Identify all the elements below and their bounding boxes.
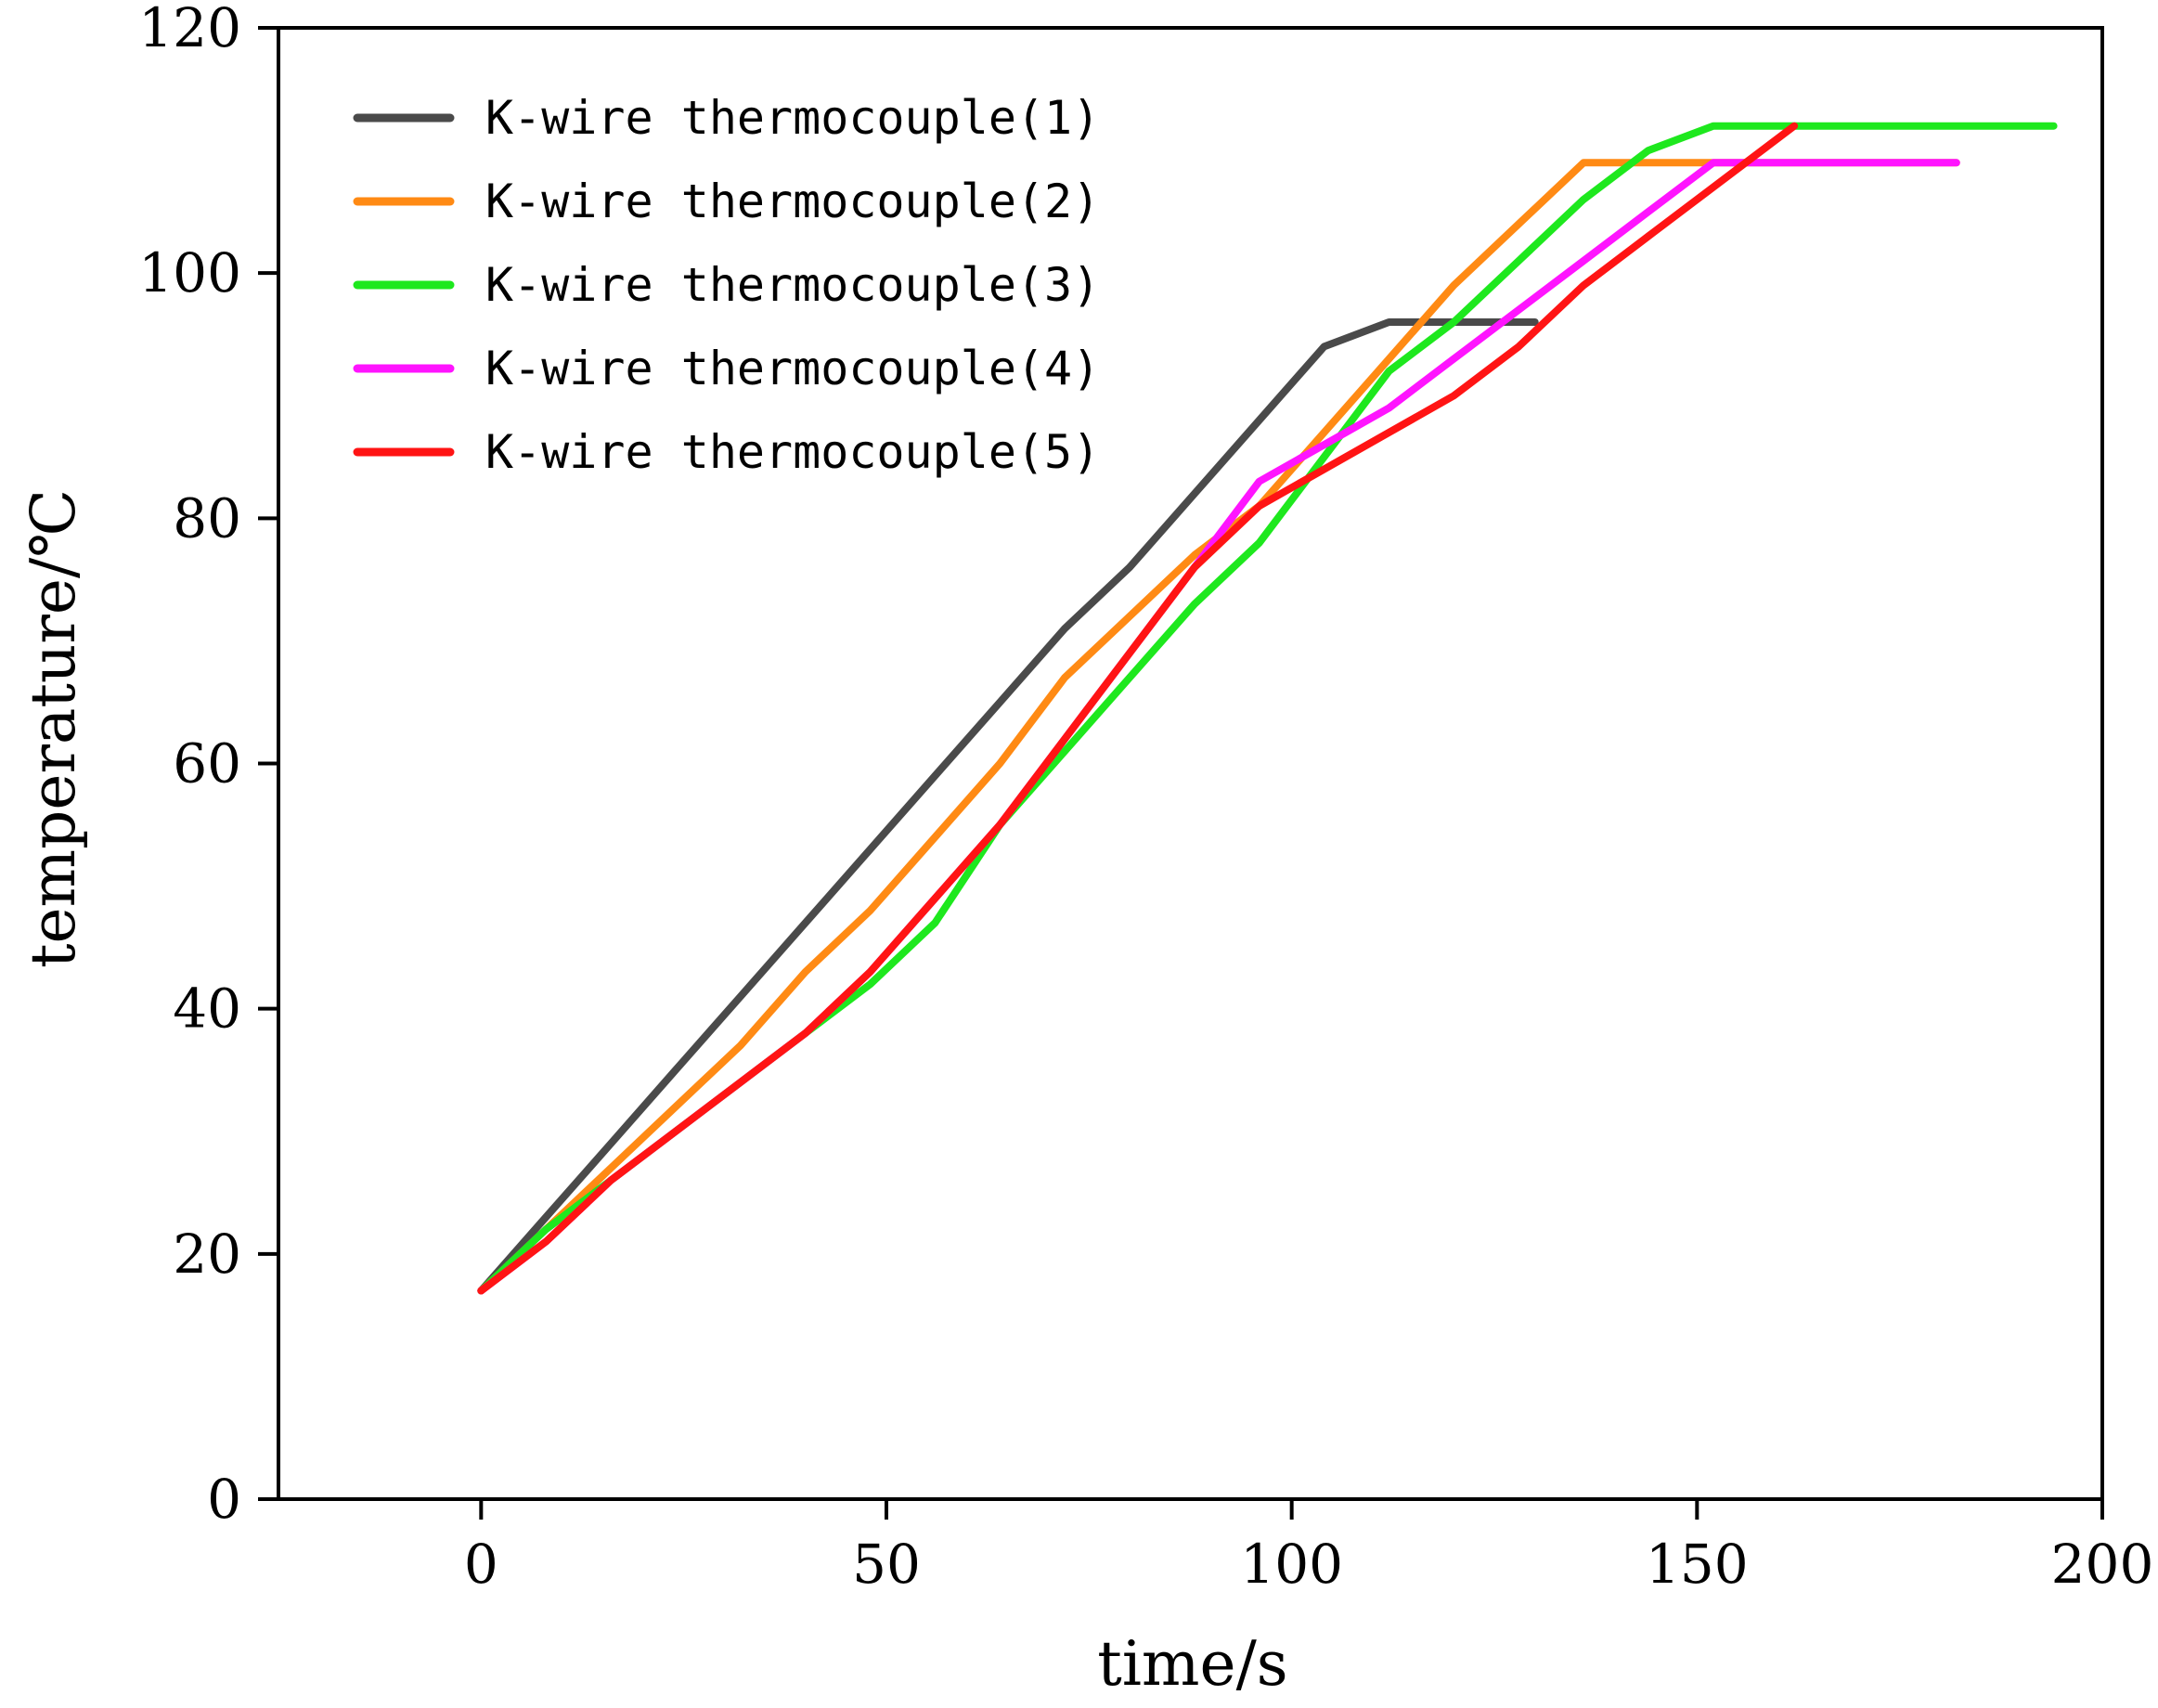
x-tick-label: 200: [2051, 1533, 2154, 1596]
x-tick-label: 0: [464, 1533, 498, 1596]
legend: K-wire thermocouple(1) K-wire thermocoupl…: [353, 91, 1100, 479]
x-tick-label: 100: [1240, 1533, 1343, 1596]
legend-label-3: K-wire thermocouple(3): [485, 258, 1100, 312]
y-tick-label: 20: [173, 1223, 241, 1286]
series-layer: [477, 122, 2058, 1295]
y-tick-label: 100: [138, 241, 241, 304]
plot-frame: [277, 26, 2104, 1501]
series-line-1: [477, 318, 1539, 1295]
y-tick-label: 0: [207, 1468, 241, 1531]
legend-label-5: K-wire thermocouple(5): [485, 425, 1100, 479]
legend-label-1: K-wire thermocouple(1): [485, 91, 1100, 145]
x-axis-title: time/s: [1097, 1628, 1287, 1700]
legend-label-2: K-wire thermocouple(2): [485, 175, 1100, 228]
y-tick-label: 120: [138, 0, 241, 59]
y-axis-title: temperature/℃: [18, 489, 89, 968]
legend-label-4: K-wire thermocouple(4): [485, 342, 1100, 395]
series-line-4: [477, 159, 1960, 1295]
y-tick-label: 40: [173, 977, 241, 1041]
series-line-5: [477, 122, 1799, 1295]
plot-area: [277, 26, 2104, 1501]
axes-layer: 0 50 100 150 200 0 20 40 60 80 100 120: [138, 0, 2153, 1596]
y-tick-label: 60: [173, 732, 241, 796]
y-tick-label: 80: [173, 486, 241, 550]
x-tick-label: 150: [1646, 1533, 1749, 1596]
series-line-2: [477, 159, 1960, 1295]
x-tick-label: 50: [852, 1533, 921, 1596]
